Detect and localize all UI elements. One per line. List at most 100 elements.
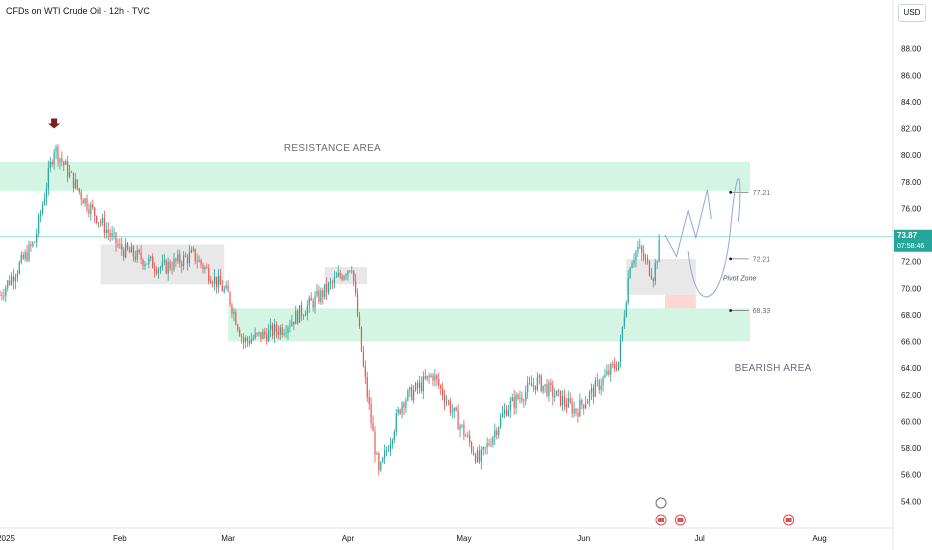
candle-body <box>188 252 191 264</box>
candle-body <box>215 276 218 287</box>
y-tick-label: 56.00 <box>901 471 922 480</box>
candle-body <box>652 278 654 282</box>
zones-layer <box>0 161 750 342</box>
candle-body <box>55 146 57 152</box>
currency-button[interactable]: USD <box>898 4 926 22</box>
candle-body <box>132 246 134 257</box>
candle-body <box>181 263 183 267</box>
candle-body <box>581 399 583 405</box>
candle-body <box>165 260 167 274</box>
candle-body <box>561 396 564 406</box>
candle-body <box>347 270 349 276</box>
candle-body <box>532 385 535 387</box>
candle-body <box>500 417 502 428</box>
candle-body <box>571 402 573 414</box>
candle-body <box>569 398 571 403</box>
candle-body <box>606 370 608 375</box>
candle-body <box>9 280 11 285</box>
candle-body <box>285 332 287 334</box>
candle-body <box>233 311 235 314</box>
candle-body <box>600 385 602 390</box>
y-tick-label: 80.00 <box>901 151 922 160</box>
candle-body <box>101 217 104 223</box>
candle-body <box>440 385 442 389</box>
candle-body <box>496 430 498 436</box>
flag-icon <box>658 518 665 522</box>
candle-body <box>78 188 80 192</box>
candle-body <box>312 300 314 308</box>
candle-body <box>370 404 372 424</box>
candle-body <box>378 453 380 471</box>
candle-body <box>70 171 73 173</box>
candle-body <box>119 244 121 246</box>
candle-body <box>565 404 567 408</box>
candle-body <box>227 285 229 293</box>
candle-body <box>465 435 467 437</box>
candle-body <box>455 407 457 411</box>
candle-body <box>498 427 500 436</box>
candle-body <box>43 198 46 205</box>
candle-body <box>461 424 463 426</box>
candle-body <box>239 329 241 337</box>
candle-body <box>99 222 102 224</box>
candle-body <box>356 293 359 317</box>
candle-body <box>324 283 326 298</box>
candle-body <box>418 382 421 389</box>
candle-body <box>94 207 96 216</box>
candle-body <box>442 388 444 397</box>
candle-body <box>362 351 364 367</box>
candle-body <box>434 375 436 381</box>
candle-body <box>646 258 649 261</box>
candle-body <box>177 254 179 262</box>
candle-body <box>637 246 639 252</box>
candle-body <box>59 158 61 162</box>
candle-body <box>327 283 330 293</box>
candle-body <box>387 450 390 452</box>
level-label: 77.21 <box>753 190 771 197</box>
last-price-value: 73.87 <box>897 231 918 240</box>
candle-body <box>629 267 631 278</box>
candle-body <box>585 403 587 409</box>
candle-body <box>575 408 577 413</box>
candle-body <box>287 327 289 333</box>
candle-body <box>604 374 606 378</box>
candle-body <box>343 276 345 280</box>
candle-body <box>544 384 546 386</box>
candle-body <box>14 277 17 282</box>
candle-body <box>221 284 223 292</box>
candle-body <box>598 380 600 390</box>
candle-body <box>457 410 459 430</box>
candle-body <box>90 204 92 214</box>
candle-body <box>411 387 413 401</box>
candle-body <box>438 379 440 386</box>
candle-body <box>34 242 36 244</box>
candle-body <box>511 397 513 402</box>
candle-body <box>186 256 189 264</box>
candle-body <box>298 305 301 323</box>
candle-body <box>250 339 252 344</box>
y-tick-label: 66.00 <box>901 338 922 347</box>
projection-zigzag <box>664 189 712 258</box>
candle-body <box>333 277 335 283</box>
candle-body <box>588 392 591 401</box>
red-zone <box>664 294 696 309</box>
candle-body <box>76 179 78 189</box>
candle-body <box>271 324 274 336</box>
candle-body <box>1 295 3 297</box>
candle-body <box>24 252 26 259</box>
candle-body <box>5 287 7 296</box>
candle-body <box>140 252 142 260</box>
candle-body <box>538 375 540 378</box>
pivot-zone-label: Pivot Zone <box>723 275 757 282</box>
candle-body <box>621 326 623 340</box>
candle-body <box>482 447 484 450</box>
candle-body <box>217 275 220 287</box>
candle-body <box>237 324 239 330</box>
candle-body <box>167 262 169 274</box>
candle-body <box>527 382 529 392</box>
candle-body <box>399 409 401 414</box>
candle-body <box>326 283 328 293</box>
candle-body <box>573 408 575 414</box>
